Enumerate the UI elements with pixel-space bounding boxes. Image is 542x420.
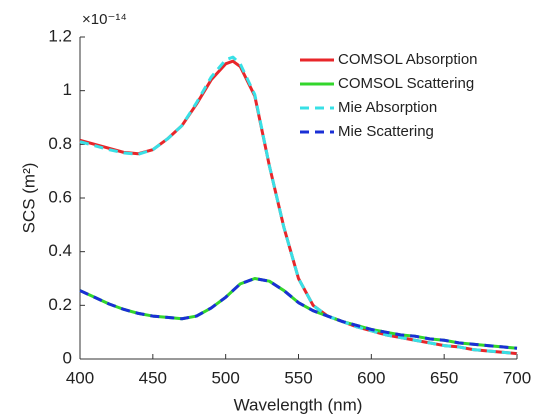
y-tick-label: 0.2: [48, 295, 72, 314]
x-tick-label: 400: [66, 368, 94, 387]
y-tick-label: 0.6: [48, 187, 72, 206]
x-tick-label: 650: [430, 368, 458, 387]
x-tick-label: 600: [357, 368, 385, 387]
x-tick-label: 550: [284, 368, 312, 387]
x-tick-label: 500: [211, 368, 239, 387]
legend-label: COMSOL Scattering: [338, 75, 474, 92]
legend-label: Mie Absorption: [338, 99, 437, 116]
y-tick-label: 1: [63, 80, 72, 99]
x-tick-label: 700: [503, 368, 531, 387]
legend-label: COMSOL Absorption: [338, 51, 478, 68]
legend-label: Mie Scattering: [338, 123, 434, 140]
series-line: [79, 59, 518, 356]
y-multiplier: ×10⁻¹⁴: [82, 11, 127, 28]
x-axis-label: Wavelength (nm): [234, 395, 363, 414]
y-tick-label: 0: [63, 348, 72, 367]
x-tick-label: 450: [139, 368, 167, 387]
series-line: [79, 55, 518, 356]
y-tick-label: 0.4: [48, 241, 72, 260]
series-line: [79, 277, 518, 350]
y-tick-label: 0.8: [48, 134, 72, 153]
series-line: [79, 277, 518, 350]
y-tick-label: 1.2: [48, 26, 72, 45]
y-axis-label: SCS (m²): [19, 163, 38, 234]
